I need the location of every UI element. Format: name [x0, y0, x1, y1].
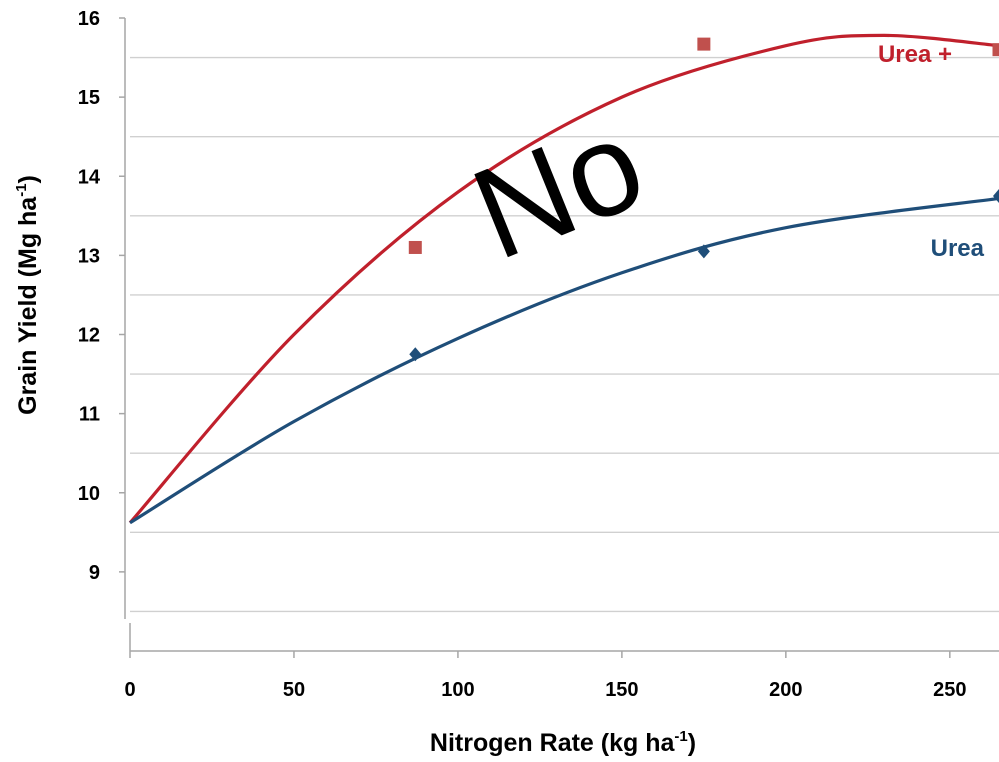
series-label-urea: Urea: [931, 235, 985, 262]
data-point-urea-plus: [408, 240, 422, 254]
x-tick-label: 200: [769, 679, 802, 701]
x-tick-label: 50: [283, 679, 305, 701]
data-point-urea-plus: [992, 43, 999, 57]
x-axis-title-end: ): [688, 729, 696, 757]
x-axis-title-sup: -1: [674, 728, 687, 745]
data-point-urea: [697, 244, 710, 259]
y-axis-title: Grain Yield (Mg ha-1): [13, 175, 42, 415]
data-point-urea: [993, 189, 999, 204]
tick-labels: 9 10 11 12 13 14 15 16 0 50 100 150 200 250: [78, 8, 967, 701]
x-tick-label: 0: [124, 679, 135, 701]
axes: [119, 17, 999, 658]
y-axis-title-main: Grain Yield (Mg ha: [14, 196, 42, 415]
data-point-urea: [409, 347, 422, 362]
x-tick-label: 250: [933, 679, 966, 701]
trend-line-urea-plus: [128, 33, 999, 524]
data-point-urea-plus: [697, 37, 711, 51]
data-points: [408, 37, 999, 362]
trend-line-urea: [129, 196, 999, 525]
y-axis-title-sup: -1: [13, 183, 30, 196]
y-axis-title-end: ): [14, 175, 42, 183]
x-axis-title-main: Nitrogen Rate (kg ha: [430, 729, 676, 757]
x-tick-label: 150: [605, 679, 638, 701]
y-tick-label: 9: [89, 562, 100, 584]
trend-lines: [128, 33, 999, 525]
y-tick-label: 10: [78, 483, 100, 505]
x-tick-label: 100: [441, 679, 474, 701]
y-tick-label: 12: [78, 325, 100, 347]
series-label-urea-plus: Urea +: [878, 41, 952, 68]
y-tick-label: 14: [78, 166, 101, 188]
overlay-no-text: No: [454, 89, 663, 287]
y-tick-label: 13: [78, 245, 100, 267]
x-axis-title: Nitrogen Rate (kg ha-1): [430, 728, 696, 757]
y-tick-label: 11: [79, 404, 100, 426]
y-tick-label: 15: [78, 87, 100, 109]
y-tick-label: 16: [78, 8, 100, 30]
